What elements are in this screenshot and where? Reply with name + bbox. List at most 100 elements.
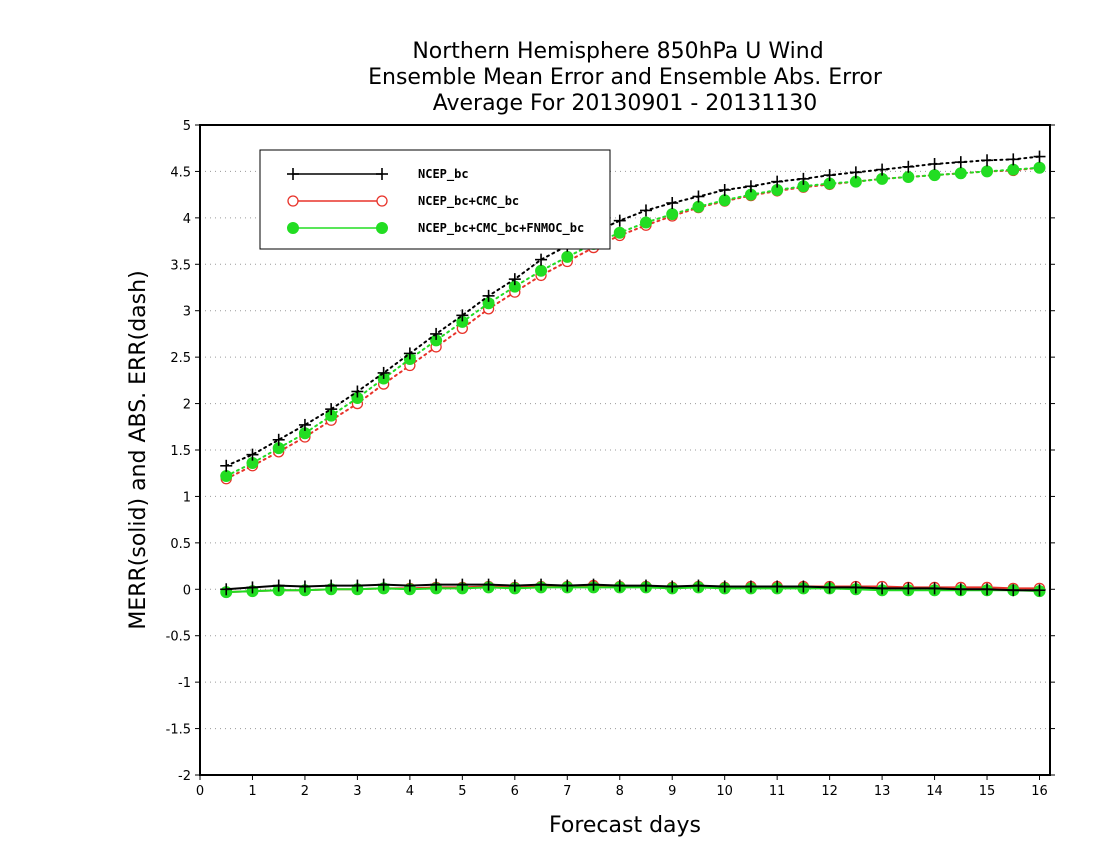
abs-err-point	[430, 327, 443, 340]
y-tick-label: 1	[183, 490, 191, 505]
abs-err-point	[718, 184, 731, 196]
abs-err-point	[928, 158, 941, 170]
mean-err-point	[928, 582, 941, 595]
x-axis-label: Forecast days	[549, 813, 701, 838]
y-tick-label: 3.5	[170, 258, 191, 273]
mean-err-point	[902, 582, 915, 595]
abs-err-point	[456, 309, 469, 322]
y-tick-label: -2	[178, 769, 191, 784]
chart-title-line-2: Ensemble Mean Error and Ensemble Abs. Er…	[368, 65, 883, 90]
mean-err-point	[351, 579, 364, 592]
abs-err-point	[1033, 150, 1046, 163]
legend-marker	[376, 222, 388, 234]
x-tick-label: 3	[353, 784, 361, 799]
gridlines	[200, 170, 1050, 730]
abs-err-point	[1007, 163, 1020, 176]
mean-err-point	[981, 583, 994, 596]
x-tick-label: 15	[979, 784, 996, 799]
chart-title-line-3: Average For 20130901 - 20131130	[433, 91, 818, 116]
y-tick-label: 1.5	[170, 444, 191, 459]
mean-err-point	[666, 580, 679, 593]
legend-marker	[287, 222, 299, 234]
abs-err-point	[718, 194, 731, 207]
mean-err-point	[456, 578, 469, 591]
x-tick-label: 16	[1031, 784, 1048, 799]
mean-err-point	[403, 579, 416, 592]
legend-entry: NCEP_bc+CMC_bc	[287, 194, 519, 209]
abs-err-point	[666, 197, 679, 209]
abs-err-point	[876, 163, 889, 176]
mean-err-point	[1033, 584, 1046, 597]
abs-err-point	[535, 253, 548, 266]
mean-err-point	[220, 583, 233, 596]
legend-marker	[287, 195, 299, 207]
x-tick-label: 14	[926, 784, 943, 799]
abs-err-point	[351, 385, 364, 398]
mean-err-point	[797, 580, 810, 593]
abs-err-point	[797, 172, 810, 185]
abs-err-point	[849, 166, 862, 179]
abs-err-point	[403, 347, 416, 360]
abs-err-point	[639, 204, 652, 217]
abs-err-point	[639, 216, 652, 229]
legend-label: NCEP_bc+CMC_bc+FNMOC_bc	[418, 221, 584, 236]
mean-err-point	[692, 579, 705, 592]
abs-err-point	[692, 200, 705, 213]
y-tick-label: -0.5	[166, 630, 191, 645]
abs-err-point	[482, 289, 495, 302]
abs-err-point	[220, 459, 233, 472]
axes: -2-1.5-1-0.500.511.522.533.544.550 1 2 3 4 5 6…	[166, 119, 1055, 799]
legend-box	[259, 149, 611, 250]
legend-label: NCEP_bc	[418, 167, 469, 182]
y-tick-label: 0	[183, 583, 191, 598]
mean-err-point	[508, 579, 521, 592]
x-tick-label: 9	[668, 784, 676, 799]
abs-err-point	[771, 175, 784, 188]
y-tick-label: 3	[183, 305, 191, 320]
mean-err-point	[587, 578, 600, 591]
legend-entry: NCEP_bc	[287, 167, 469, 182]
y-tick-label: 5	[183, 119, 191, 134]
abs-err-point	[508, 273, 521, 286]
mean-err-point	[535, 578, 548, 591]
x-tick-label: 5	[458, 784, 466, 799]
mean-err-point	[718, 580, 731, 593]
abs-err-point	[981, 154, 994, 167]
y-tick-label: 2.5	[170, 351, 191, 366]
abs-err-point	[220, 470, 233, 482]
abs-err-point	[902, 171, 915, 183]
x-tick-label: 1	[248, 784, 256, 799]
y-tick-label: 0.5	[170, 537, 191, 552]
x-tick-label: 10	[716, 784, 733, 799]
mean-err-point	[744, 580, 757, 593]
abs-err-point	[954, 156, 967, 169]
legend-marker	[376, 168, 388, 180]
x-tick-label: 7	[563, 784, 571, 799]
abs-err-point	[535, 264, 548, 277]
x-tick-label: 13	[874, 784, 891, 799]
abs-err-point	[981, 165, 994, 178]
mean-err-point	[639, 579, 652, 592]
abs-err-point	[377, 366, 390, 379]
x-tick-label: 0	[196, 784, 204, 799]
abs-err-point	[1007, 153, 1020, 166]
mean-err-point	[876, 582, 889, 595]
y-tick-label: -1.5	[166, 723, 191, 738]
abs-err-point	[613, 226, 626, 239]
mean-err-point	[849, 581, 862, 594]
legend-label: NCEP_bc+CMC_bc	[418, 194, 519, 209]
abs-err-point	[744, 180, 757, 193]
abs-err-point	[561, 250, 574, 263]
abs-err-point	[902, 160, 915, 173]
mean-err-point	[325, 579, 338, 592]
legend-marker	[376, 195, 388, 207]
x-tick-label: 12	[821, 784, 838, 799]
y-tick-label: 4	[183, 212, 191, 227]
abs-err-point	[666, 208, 679, 221]
mean-err-point	[482, 578, 495, 591]
mean-err-point	[272, 579, 285, 592]
mean-err-point	[954, 583, 967, 596]
mean-err-point	[561, 579, 574, 592]
y-tick-label: 4.5	[170, 165, 191, 180]
